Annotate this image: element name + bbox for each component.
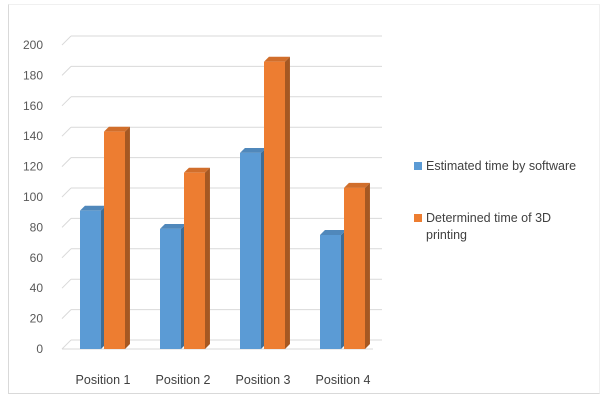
bar-top bbox=[80, 205, 106, 211]
bar-top bbox=[160, 223, 186, 229]
legend: Estimated time by software Determined tim… bbox=[414, 159, 576, 242]
y-tick-label: 120 bbox=[23, 160, 43, 174]
legend-swatch bbox=[414, 162, 422, 170]
y-tick-label: 40 bbox=[30, 281, 44, 295]
gridline-diagonal bbox=[61, 66, 72, 76]
bar-top bbox=[320, 230, 346, 235]
bar-front bbox=[344, 187, 365, 349]
x-tick-label: Position 3 bbox=[236, 373, 291, 387]
gridline-diagonal bbox=[61, 126, 72, 137]
bar-top bbox=[344, 182, 370, 188]
bar-top bbox=[184, 167, 210, 173]
bar bbox=[80, 205, 106, 349]
x-tick-label: Position 4 bbox=[316, 373, 371, 387]
bar-side bbox=[365, 182, 370, 349]
y-tick-label: 140 bbox=[23, 129, 43, 143]
chart-frame bbox=[8, 4, 600, 394]
gridline-diagonal bbox=[61, 218, 72, 228]
y-tick-label: 180 bbox=[23, 68, 43, 82]
y-tick-label: 80 bbox=[30, 220, 44, 234]
bar-front bbox=[240, 152, 261, 349]
gridline-diagonal bbox=[61, 35, 72, 46]
bar-front bbox=[264, 61, 285, 349]
x-tick-label: Position 2 bbox=[156, 373, 211, 387]
bar-top bbox=[240, 147, 266, 153]
gridline-diagonal bbox=[61, 187, 72, 198]
bar bbox=[320, 230, 346, 349]
bar-side bbox=[285, 56, 290, 350]
y-tick-label: 100 bbox=[23, 190, 43, 204]
y-tick-label: 60 bbox=[30, 251, 44, 265]
y-tick-label: 200 bbox=[23, 38, 43, 52]
bar-front bbox=[160, 228, 181, 349]
bar-front bbox=[104, 131, 125, 349]
bar-front bbox=[80, 210, 101, 349]
legend-item: Estimated time by software bbox=[414, 159, 576, 173]
gridline-diagonal bbox=[61, 339, 72, 350]
bar bbox=[264, 56, 290, 350]
bar-front bbox=[320, 235, 341, 349]
x-tick-label: Position 1 bbox=[76, 373, 131, 387]
bar-top bbox=[264, 56, 290, 62]
legend-item: Determined time of 3D printing bbox=[414, 211, 551, 242]
bar bbox=[104, 126, 130, 349]
y-tick-label: 0 bbox=[36, 342, 43, 356]
bar bbox=[184, 167, 210, 349]
gridline-diagonal bbox=[61, 96, 72, 107]
gridline-diagonal bbox=[61, 248, 72, 259]
legend-label: Determined time of 3D printing bbox=[426, 211, 551, 242]
gridline-diagonal bbox=[61, 278, 72, 289]
y-tick-label: 20 bbox=[30, 312, 44, 326]
legend-swatch bbox=[414, 214, 422, 222]
y-tick-label: 160 bbox=[23, 99, 43, 113]
bar-top bbox=[104, 126, 130, 132]
gridline-diagonal bbox=[61, 157, 72, 167]
y-axis-ticks: 0 20 40 60 80 100 120 140 160 180 200 bbox=[23, 38, 43, 356]
x-axis-ticks: Position 1 Position 2 Position 3 Position 4 bbox=[76, 373, 371, 387]
bar bbox=[344, 182, 370, 349]
bar bbox=[160, 223, 186, 349]
bar-side bbox=[125, 126, 130, 349]
bar-front bbox=[184, 172, 205, 349]
bars bbox=[80, 56, 370, 350]
bar-side bbox=[205, 167, 210, 349]
gridline-diagonal bbox=[61, 309, 72, 319]
legend-label: Estimated time by software bbox=[426, 159, 576, 173]
bar bbox=[240, 147, 266, 349]
